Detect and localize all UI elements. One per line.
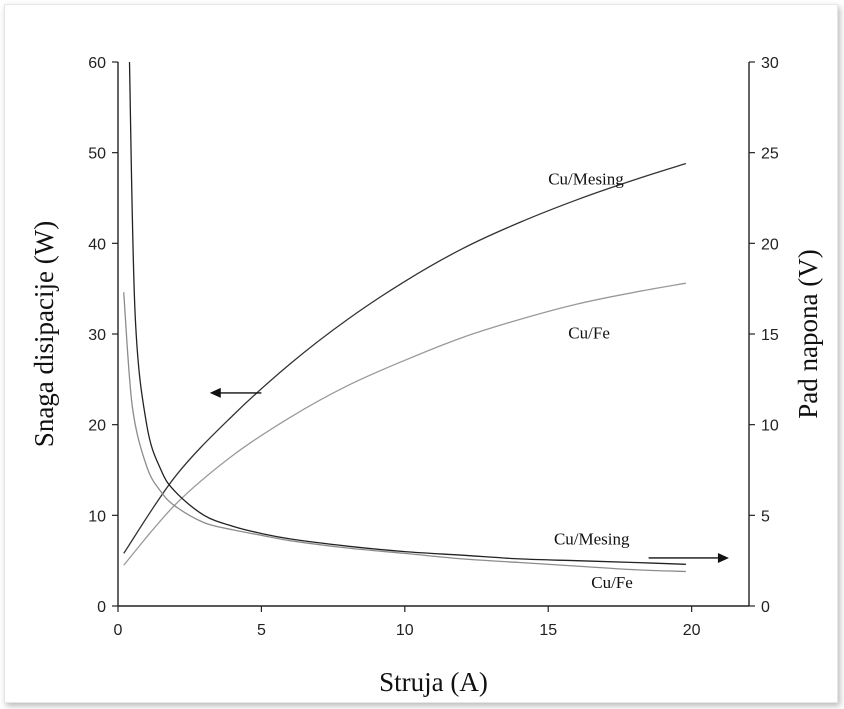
- left-y-tick-label: 30: [88, 327, 106, 344]
- x-tick-label: 20: [683, 622, 701, 639]
- arrow-head: [717, 552, 729, 563]
- x-tick-label: 5: [257, 622, 266, 639]
- x-tick-label: 10: [396, 622, 414, 639]
- right-y-tick-label: 20: [761, 236, 779, 253]
- series-line-cu-mesing-left: [123, 162, 687, 554]
- chart-frame: 0 5 10 15 20 0 10 20 30 40 50 60 0 5 10 15 20 25 30 Cu/Mes…: [4, 4, 838, 703]
- left-y-axis-title: Snaga disipacije (W): [29, 221, 59, 447]
- curve-label: Cu/Mesing: [548, 169, 624, 188]
- right-y-axis-title: Pad napona (V): [793, 249, 823, 418]
- series-line-cu-fe-right: [123, 292, 686, 573]
- curve-label: Cu/Fe: [591, 573, 633, 592]
- left-y-tick-label: 50: [88, 146, 106, 163]
- right-y-tick-label: 25: [761, 146, 779, 163]
- left-y-tick-label: 20: [88, 418, 106, 435]
- right-y-tick-label: 15: [761, 327, 779, 344]
- dual-axis-line-chart: 0 5 10 15 20 0 10 20 30 40 50 60 0 5 10 15 20 25 30 Cu/Mes…: [29, 55, 823, 697]
- left-y-tick-label: 0: [97, 599, 106, 616]
- x-tick-label: 0: [114, 622, 123, 639]
- right-y-tick-label: 30: [761, 55, 779, 72]
- series-line-cu-mesing-right: [128, 61, 686, 565]
- right-y-tick-label: 10: [761, 418, 779, 435]
- axis-arrow-left: [209, 387, 262, 398]
- arrow-head: [209, 387, 221, 398]
- x-tick-label: 15: [539, 622, 557, 639]
- curve-label: Cu/Fe: [568, 324, 610, 343]
- right-y-tick-label: 5: [761, 508, 770, 525]
- curve-label: Cu/Mesing: [554, 529, 630, 548]
- right-y-tick-label: 0: [761, 599, 770, 616]
- left-y-tick-label: 60: [88, 55, 106, 72]
- series-line-cu-fe-left: [123, 282, 687, 566]
- axes-group: 0 5 10 15 20 0 10 20 30 40 50 60 0 5 10 15 20 25 30: [88, 55, 779, 639]
- left-y-tick-label: 10: [88, 508, 106, 525]
- annotations-group: Cu/Mesing Cu/Fe Cu/Mesing Cu/Fe: [209, 169, 729, 592]
- x-axis-title: Struja (A): [379, 667, 488, 697]
- axis-arrow-right: [648, 552, 729, 563]
- left-y-tick-label: 40: [88, 236, 106, 253]
- series-group: [123, 61, 687, 573]
